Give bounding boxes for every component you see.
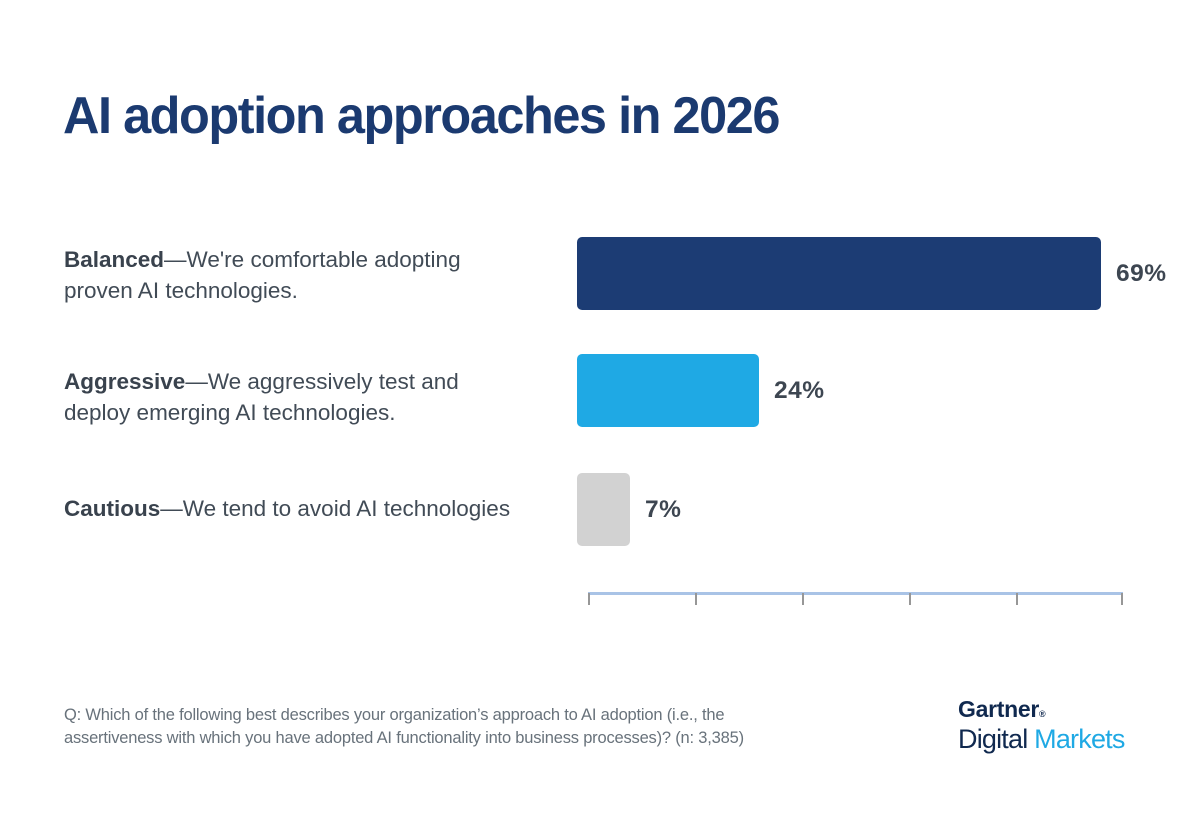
x-axis-tick (909, 593, 911, 605)
gartner-wordmark: Gartner® (958, 696, 1125, 723)
category-term: Balanced (64, 247, 165, 272)
category-desc-line1: We aggressively test and (207, 369, 459, 394)
em-dash: — (160, 496, 183, 521)
gartner-digital-markets-logo: Gartner® Digital Markets (958, 696, 1125, 755)
bar-row-balanced: 69% (577, 237, 1167, 310)
x-axis-line (588, 592, 1123, 595)
category-desc-line2: deploy emerging AI technologies. (64, 400, 396, 425)
category-label-balanced: Balanced—We're comfortable adopting prove… (64, 244, 569, 306)
bar-row-cautious: 7% (577, 473, 681, 546)
page-title: AI adoption approaches in 2026 (63, 87, 780, 145)
digital-markets-wordmark: Digital Markets (958, 724, 1125, 755)
bar-cautious (577, 473, 630, 546)
x-axis-tick (1121, 593, 1123, 605)
gartner-text: Gartner (958, 696, 1039, 722)
survey-question-footnote: Q: Which of the following best describes… (64, 704, 744, 749)
footnote-line2: assertiveness with which you have adopte… (64, 728, 744, 747)
markets-text: Markets (1034, 724, 1125, 754)
category-label-cautious: Cautious—We tend to avoid AI technologie… (64, 493, 569, 524)
em-dash: — (164, 247, 187, 272)
x-axis-tick (695, 593, 697, 605)
value-label-balanced: 69% (1116, 259, 1167, 287)
bar-balanced (577, 237, 1101, 310)
em-dash: — (185, 369, 208, 394)
digital-text: Digital (958, 724, 1035, 754)
category-desc-line1: We're comfortable adopting (186, 247, 461, 272)
category-term: Aggressive (64, 369, 186, 394)
category-term: Cautious (64, 496, 161, 521)
bar-aggressive (577, 354, 759, 427)
x-axis (588, 592, 1123, 606)
bar-row-aggressive: 24% (577, 354, 825, 427)
category-desc-line2: proven AI technologies. (64, 278, 298, 303)
value-label-aggressive: 24% (774, 376, 825, 404)
x-axis-tick (802, 593, 804, 605)
registered-trademark-symbol: ® (1038, 709, 1046, 719)
x-axis-tick (588, 593, 590, 605)
category-desc-line1: We tend to avoid AI technologies (182, 496, 511, 521)
category-label-aggressive: Aggressive—We aggressively test and deplo… (64, 366, 569, 428)
footnote-line1: Q: Which of the following best describes… (64, 706, 725, 724)
x-axis-tick (1016, 593, 1018, 605)
value-label-cautious: 7% (645, 495, 682, 523)
